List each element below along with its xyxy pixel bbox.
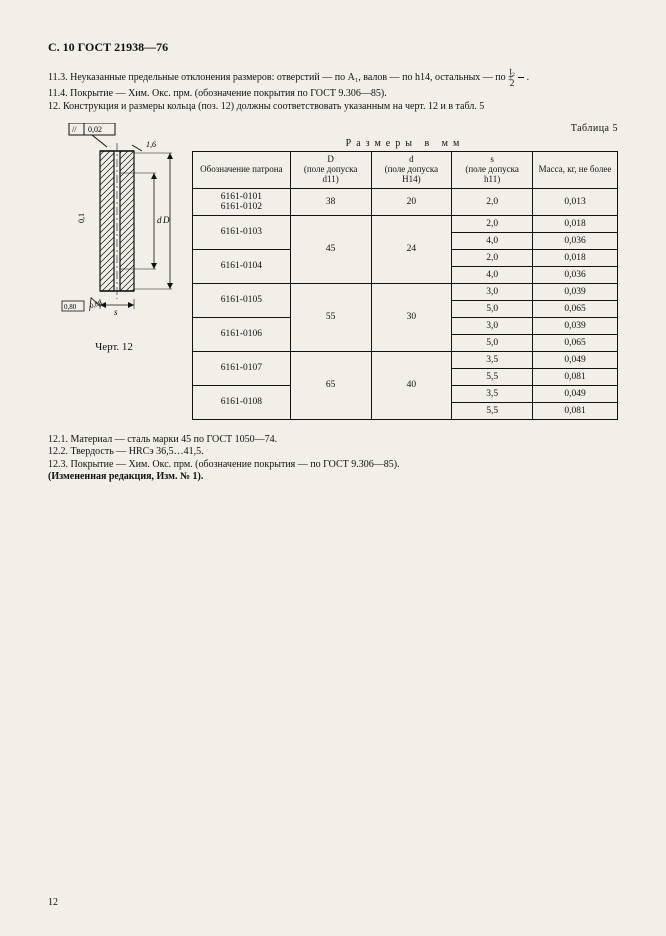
page-number: 12 <box>48 897 58 908</box>
svg-text:D: D <box>162 215 170 225</box>
note-12-2: 12.2. Твердость — HRCэ 36,5…41,5. <box>48 446 608 459</box>
amendment-note: (Измененная редакция, Изм. № 1). <box>48 471 608 484</box>
note-12-1: 12.1. Материал — сталь марки 45 по ГОСТ … <box>48 434 608 447</box>
svg-text://: // <box>72 125 77 134</box>
note-11-4: 11.4. Покрытие — Хим. Окс. прм. (обознач… <box>48 88 608 101</box>
svg-text:0,1: 0,1 <box>77 213 86 223</box>
table-units-caption: Размеры в мм <box>192 138 618 149</box>
th-D: D (поле допуска d11) <box>290 152 371 189</box>
table-row: 6161-0101 6161-0102 38 20 2,0 0,013 <box>193 188 618 215</box>
svg-text:0,02: 0,02 <box>88 125 102 134</box>
table-number-label: Таблица 5 <box>192 123 618 134</box>
spec-table: Обозначение патрона D (поле допуска d11)… <box>192 151 618 420</box>
post-notes: 12.1. Материал — сталь марки 45 по ГОСТ … <box>48 434 608 484</box>
pre-notes: 11.3. Неуказанные предельные отклонения … <box>48 67 608 113</box>
th-mass: Масса, кг, не более <box>533 152 618 189</box>
note-11-3-fraction: t₂ 2 <box>518 67 524 88</box>
svg-text:1,6: 1,6 <box>146 140 156 149</box>
ring-drawing: // 0,02 1,6 <box>54 123 174 333</box>
note-11-3: 11.3. Неуказанные предельные отклонения … <box>48 72 514 83</box>
page-header: С. 10 ГОСТ 21938—76 <box>48 40 618 55</box>
note-12: 12. Конструкция и размеры кольца (поз. 1… <box>48 101 608 114</box>
drawing-caption: Черт. 12 <box>95 341 133 353</box>
table-column: Таблица 5 Размеры в мм Обозначение патро… <box>192 123 618 420</box>
svg-text:d: d <box>157 215 162 225</box>
th-designation: Обозначение патрона <box>193 152 291 189</box>
svg-text:s: s <box>114 307 118 317</box>
table-row: 6161-0103 45 24 2,0 0,018 <box>193 215 618 232</box>
table-row: 6161-0107 65 40 3,5 0,049 <box>193 351 618 368</box>
note-12-3: 12.3. Покрытие — Хим. Окс. прм. (обознач… <box>48 459 608 472</box>
svg-text:0,80: 0,80 <box>64 303 77 311</box>
drawing-column: // 0,02 1,6 <box>48 123 180 420</box>
th-d: d (поле допуска H14) <box>371 152 452 189</box>
th-s: s (поле допуска h11) <box>452 152 533 189</box>
table-row: 6161-0105 55 30 3,0 0,039 <box>193 283 618 300</box>
